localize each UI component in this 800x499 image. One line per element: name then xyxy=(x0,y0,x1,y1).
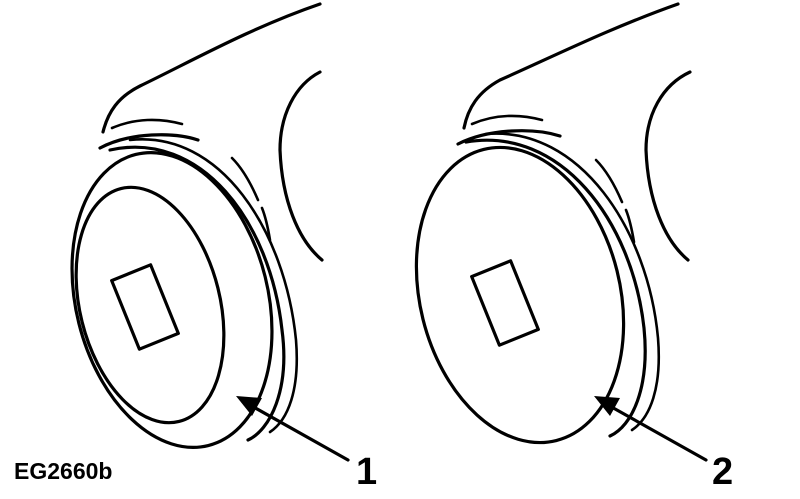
cap-edge-back xyxy=(484,132,661,432)
ring-edge-back xyxy=(128,138,299,434)
arrowhead-1 xyxy=(236,396,262,416)
callout-label-1: 1 xyxy=(356,451,378,493)
figure-code: EG2660b xyxy=(14,458,113,484)
cap-disc xyxy=(414,145,626,445)
rim-shoulder-inner-2 xyxy=(470,114,544,126)
tube-side-dash-3 xyxy=(594,158,624,204)
tube-body-outline-2 xyxy=(462,2,680,130)
gasket-ring xyxy=(74,185,226,425)
ring-edge xyxy=(108,145,286,442)
cap-edge xyxy=(464,138,647,438)
outlet-with-ring xyxy=(70,2,350,462)
tube-body-outline xyxy=(101,2,322,134)
rectangular-port-2 xyxy=(470,259,540,347)
rectangular-port xyxy=(110,263,180,351)
rim-shoulder-2 xyxy=(456,129,562,146)
arrowhead-2 xyxy=(594,396,620,416)
tube-side-curve xyxy=(278,70,324,262)
outer-ring xyxy=(70,151,274,449)
tube-side-dash-1 xyxy=(230,156,260,202)
callout-label-2: 2 xyxy=(712,451,734,493)
rim-shoulder-inner xyxy=(110,118,184,130)
tube-side-curve-2 xyxy=(644,70,692,262)
tube-side-dash-4 xyxy=(624,208,636,244)
callout-arrow-2 xyxy=(606,403,708,462)
callout-arrow-1 xyxy=(248,403,350,462)
rim-shoulder xyxy=(98,133,200,150)
outlet-without-ring xyxy=(414,2,708,462)
